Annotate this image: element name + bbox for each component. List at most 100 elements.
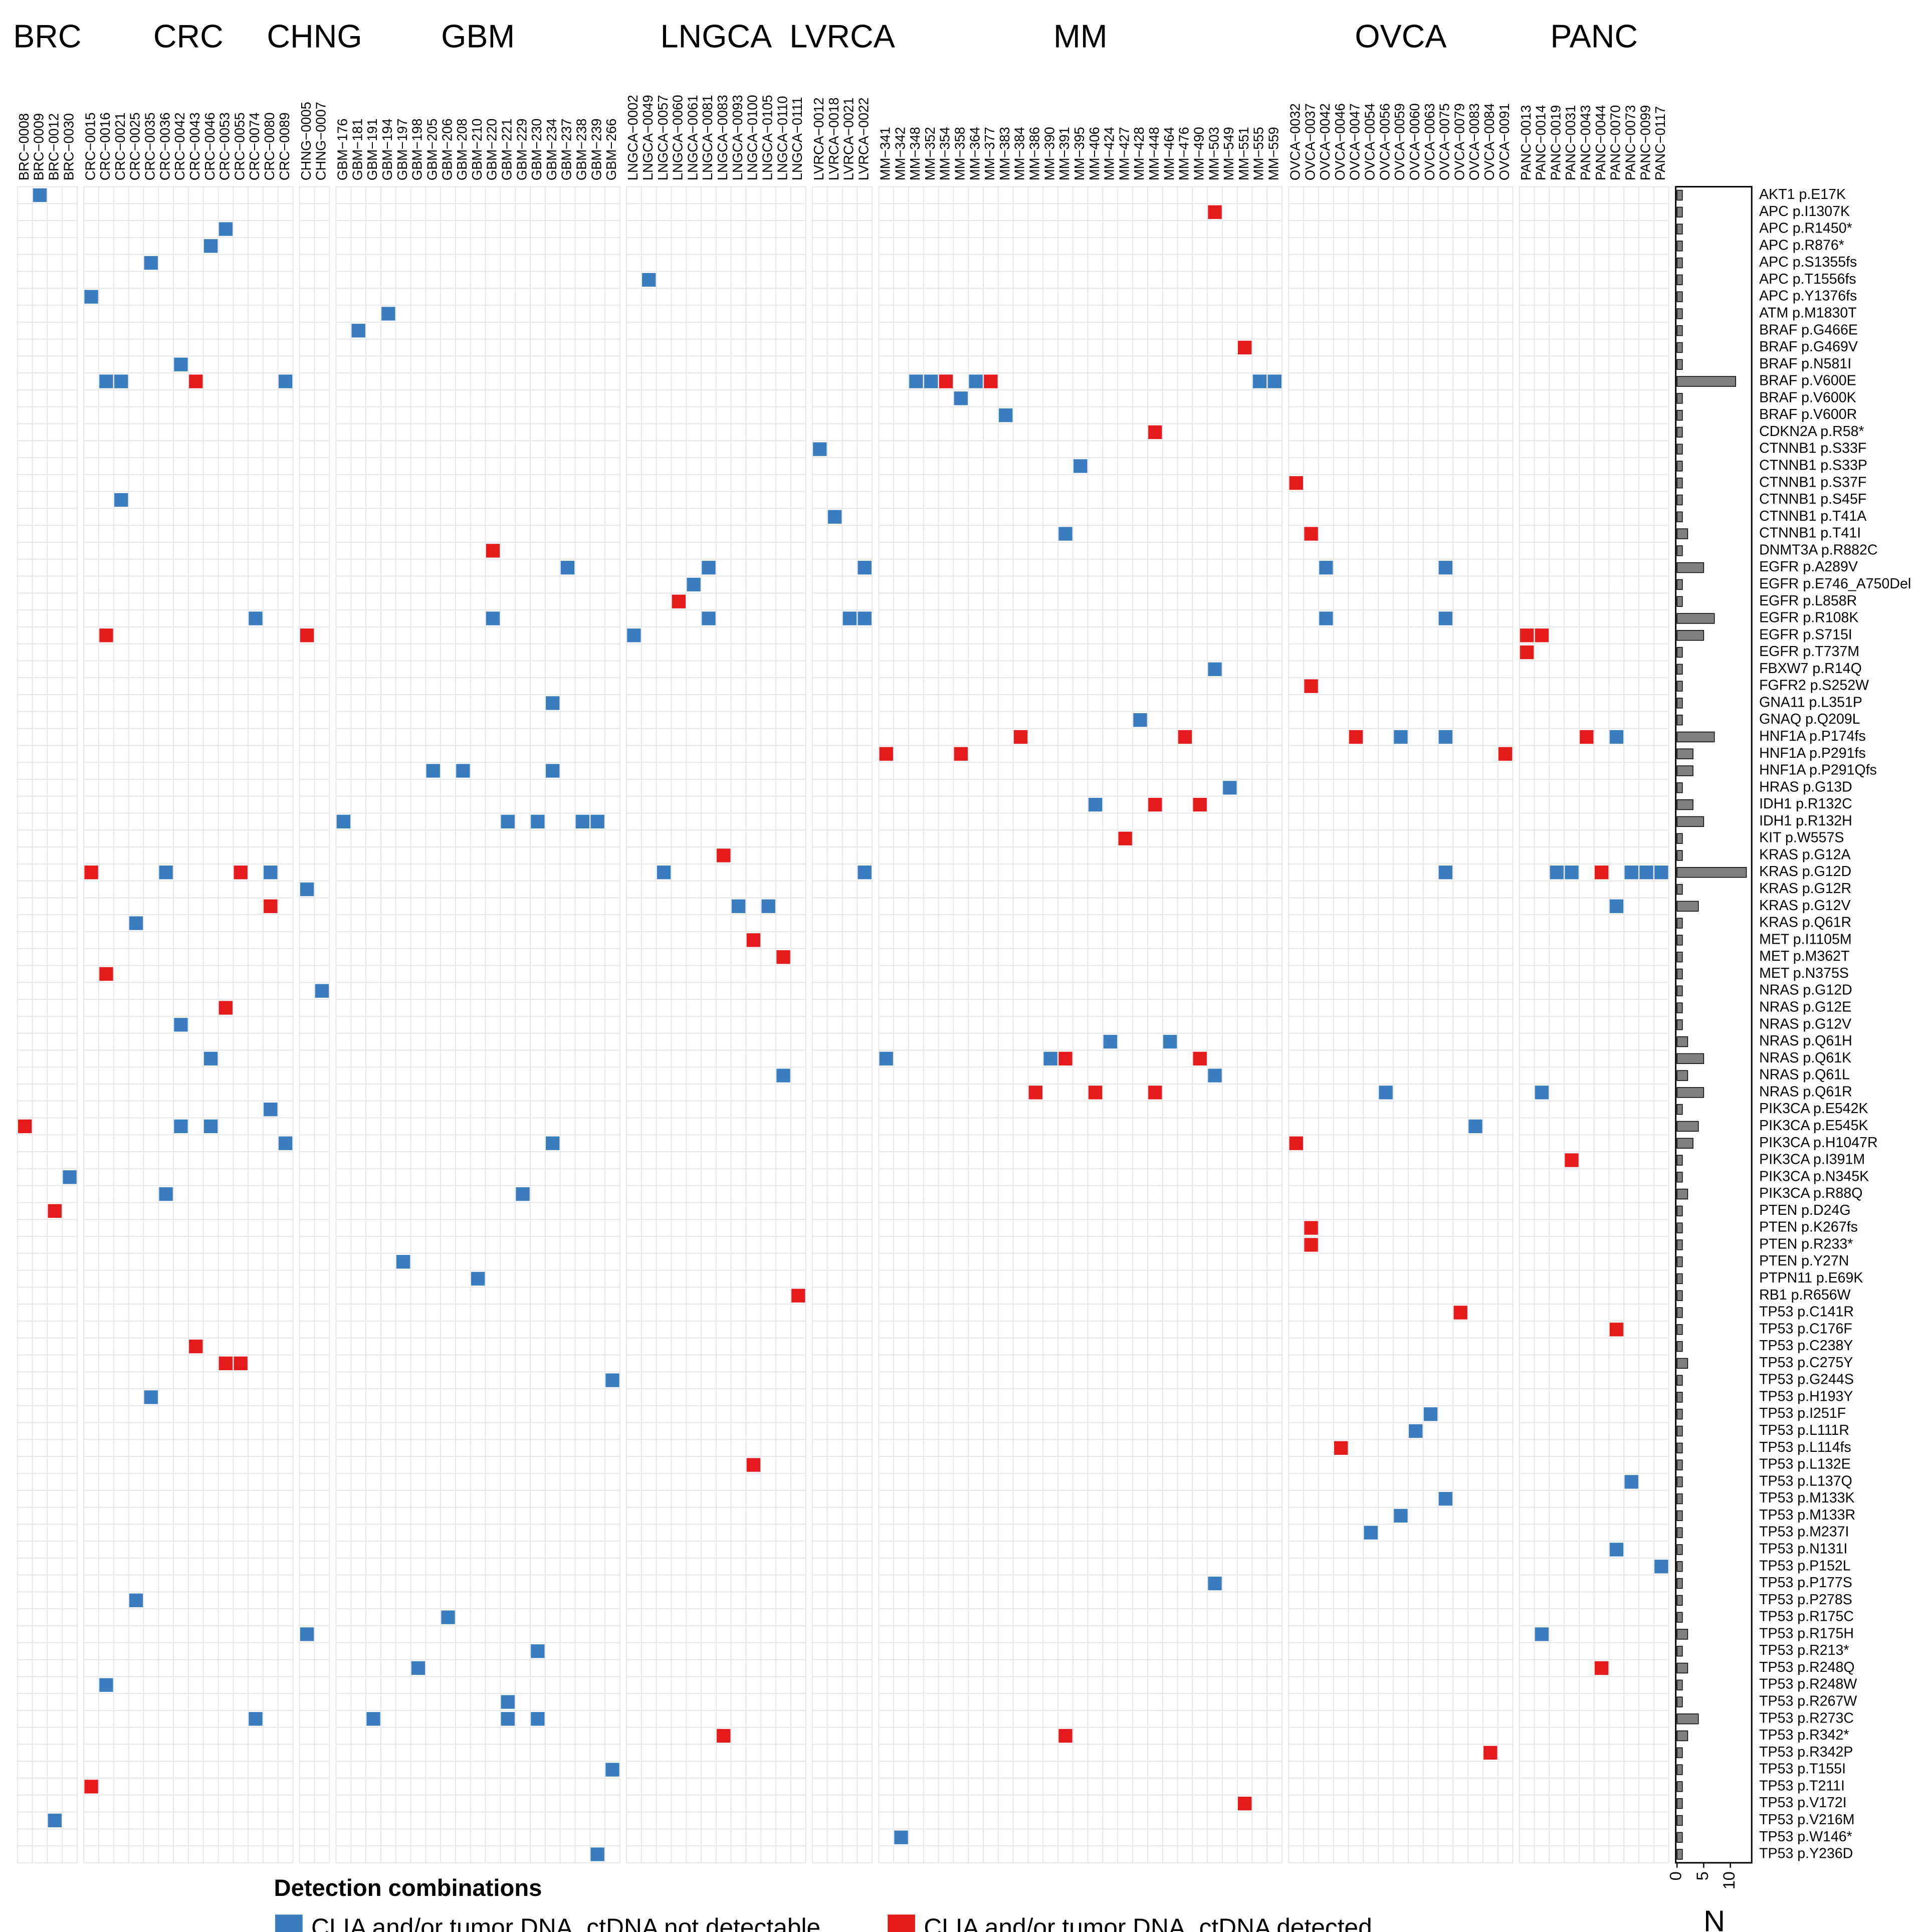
cell (939, 374, 953, 388)
cell (1594, 866, 1609, 880)
bar (1676, 1781, 1683, 1792)
cell (114, 374, 128, 388)
sample-label: CRC−0053 (217, 112, 233, 180)
bar (1676, 478, 1683, 489)
row-label: EGFR p.R108K (1759, 610, 1858, 626)
cell (842, 611, 857, 625)
cell (1208, 205, 1222, 219)
cell (114, 493, 128, 507)
cell (264, 866, 278, 880)
cell (189, 374, 203, 388)
row-label: BRAF p.V600E (1759, 373, 1856, 389)
cell (1438, 560, 1453, 575)
bar (1676, 461, 1683, 472)
sample-label: OVCA−0091 (1496, 103, 1512, 180)
cell (924, 374, 938, 388)
bar (1676, 1307, 1683, 1318)
row-label: APC p.T1556fs (1759, 271, 1856, 287)
group-label: CRC (153, 18, 224, 54)
cell (234, 866, 248, 880)
row-label: TP53 p.V216M (1759, 1812, 1854, 1828)
bar (1676, 426, 1683, 438)
row-label: TP53 p.P177S (1759, 1575, 1852, 1591)
cell (1609, 899, 1624, 913)
row-label: FGFR2 p.S252W (1759, 678, 1869, 694)
bar (1676, 1764, 1683, 1775)
bar (1676, 1679, 1683, 1690)
cell (159, 1187, 173, 1201)
row-label: MET p.M362T (1759, 948, 1849, 964)
cell (456, 764, 470, 778)
sample-label: OVCA−0037 (1302, 103, 1318, 180)
row-label: KRAS p.G12A (1759, 846, 1850, 863)
cell (1565, 1153, 1579, 1167)
cell (159, 866, 173, 880)
cell (1379, 1086, 1393, 1100)
bar (1676, 1188, 1688, 1200)
cell (1438, 730, 1453, 744)
sample-label: CRC−0043 (187, 112, 202, 180)
bar (1676, 1798, 1683, 1809)
row-label: TP53 p.R175C (1759, 1609, 1854, 1625)
row-label: PIK3CA p.E542K (1759, 1101, 1868, 1117)
row-label: TP53 p.R267W (1759, 1693, 1857, 1709)
sample-label: GBM−234 (544, 118, 559, 180)
row-label: KRAS p.G12D (1759, 864, 1851, 880)
cell (1409, 1424, 1423, 1438)
sample-label: LNGCA−0049 (640, 95, 656, 180)
row-label: CTNNB1 p.S45F (1759, 491, 1866, 507)
group-block (879, 186, 1282, 1863)
x-axis-label: N (1703, 1904, 1725, 1932)
row-label: NRAS p.Q61H (1759, 1033, 1852, 1049)
row-label: KRAS p.Q61R (1759, 915, 1851, 931)
cell (1609, 1543, 1624, 1557)
sample-label: GBM−266 (603, 118, 619, 180)
row-label: PTEN p.D24G (1759, 1202, 1850, 1218)
bar (1676, 935, 1683, 946)
group-label: CHNG (267, 18, 362, 54)
sample-label: BRC−0012 (46, 113, 62, 180)
group-label: LVRCA (789, 18, 895, 54)
cell (575, 814, 590, 829)
bar (1676, 376, 1737, 387)
bar (1676, 528, 1688, 539)
legend-title: Detection combinations (274, 1875, 542, 1901)
bar (1676, 1138, 1693, 1149)
cell (99, 374, 113, 388)
row-label: TP53 p.V172I (1759, 1795, 1847, 1811)
cell (984, 374, 998, 388)
cell (144, 256, 158, 270)
cell (234, 1356, 248, 1371)
sample-label: OVCA−0054 (1362, 103, 1378, 180)
bar (1676, 1476, 1683, 1487)
cell (1148, 1086, 1162, 1100)
sample-label: GBM−181 (349, 118, 365, 180)
bar (1676, 748, 1693, 759)
cell (546, 764, 560, 778)
cell (1133, 713, 1147, 727)
cell (1423, 1407, 1438, 1421)
row-label: GNA11 p.L351P (1759, 694, 1862, 710)
cell (174, 357, 188, 371)
bar (1676, 884, 1683, 895)
sample-label: OVCA−0056 (1377, 103, 1392, 180)
cell (1624, 1475, 1638, 1489)
cell (590, 1847, 604, 1861)
cell (791, 1289, 805, 1303)
cell (1468, 1119, 1482, 1134)
sample-label: OVCA−0032 (1287, 103, 1303, 180)
bar (1676, 444, 1683, 455)
sample-label: MM−464 (1161, 127, 1177, 180)
cell (827, 510, 842, 524)
bar (1676, 274, 1683, 286)
bar (1676, 1645, 1683, 1657)
cell (1148, 797, 1162, 812)
sample-label: OVCA−0079 (1451, 103, 1467, 180)
cell (1520, 628, 1534, 642)
cell (1453, 1306, 1467, 1320)
cell (501, 1695, 515, 1709)
sample-label: GBM−176 (335, 118, 350, 180)
sample-label: PANC−0070 (1608, 105, 1623, 181)
cell (1289, 1136, 1303, 1150)
